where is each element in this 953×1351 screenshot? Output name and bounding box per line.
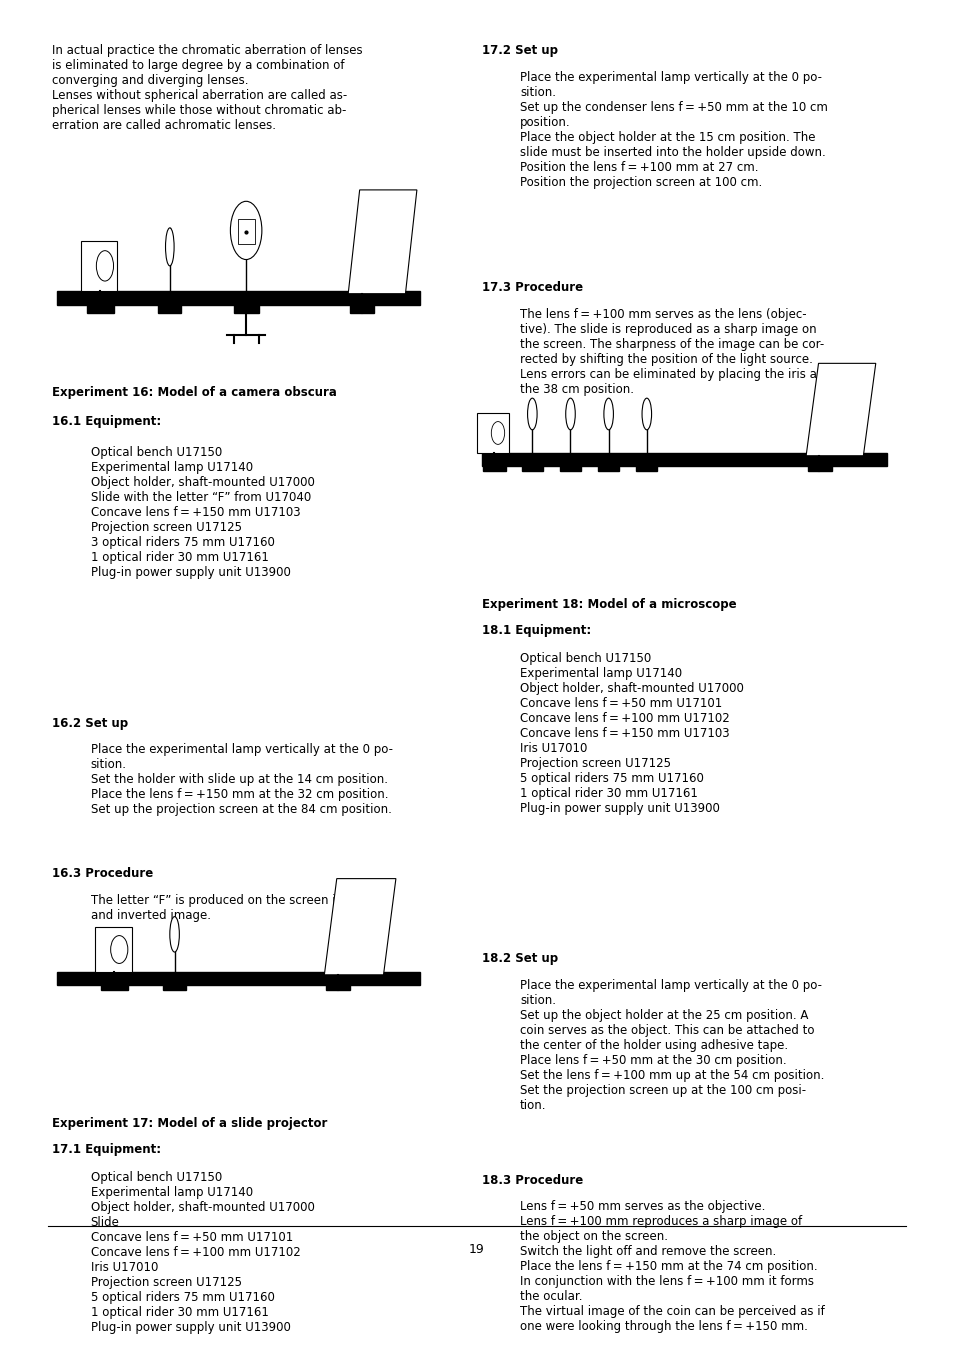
Bar	[521, 458, 542, 471]
Text: 17.3 Procedure: 17.3 Procedure	[481, 281, 582, 295]
Ellipse shape	[565, 399, 575, 430]
Ellipse shape	[641, 399, 651, 430]
Text: Experiment 16: Model of a camera obscura: Experiment 16: Model of a camera obscura	[52, 386, 337, 399]
Text: 16.3 Procedure: 16.3 Procedure	[52, 867, 153, 881]
Ellipse shape	[170, 916, 179, 952]
Ellipse shape	[527, 399, 537, 430]
Bar	[326, 977, 350, 990]
Text: 16.2 Set up: 16.2 Set up	[52, 716, 129, 730]
Bar	[87, 297, 113, 312]
Polygon shape	[348, 190, 416, 293]
Text: 18.1 Equipment:: 18.1 Equipment:	[481, 624, 591, 638]
Text: 18.2 Set up: 18.2 Set up	[481, 952, 558, 965]
Ellipse shape	[96, 251, 113, 281]
Bar	[481, 453, 886, 466]
Text: Place the experimental lamp vertically at the 0 po-
sition.
Set the holder with : Place the experimental lamp vertically a…	[91, 743, 393, 816]
Text: Lens f = +50 mm serves as the objective.
Lens f = +100 mm reproduces a sharp ima: Lens f = +50 mm serves as the objective.…	[519, 1200, 823, 1333]
Text: 18.3 Procedure: 18.3 Procedure	[481, 1174, 582, 1186]
Bar	[101, 977, 128, 990]
Bar	[163, 977, 186, 990]
Bar	[559, 458, 580, 471]
Text: In actual practice the chromatic aberration of lenses
is eliminated to large deg: In actual practice the chromatic aberrat…	[52, 45, 363, 132]
Text: 19: 19	[469, 1243, 484, 1256]
Bar	[81, 240, 117, 292]
Text: The letter “F” is produced on the screen in a sharp
and inverted image.: The letter “F” is produced on the screen…	[91, 894, 391, 921]
Ellipse shape	[230, 201, 262, 259]
Bar	[57, 973, 419, 985]
Bar	[476, 412, 509, 453]
Ellipse shape	[111, 936, 128, 963]
Bar	[482, 458, 505, 471]
Text: Optical bench U17150
Experimental lamp U17140
Object holder, shaft-mounted U1700: Optical bench U17150 Experimental lamp U…	[91, 446, 314, 578]
Text: Optical bench U17150
Experimental lamp U17140
Object holder, shaft-mounted U1700: Optical bench U17150 Experimental lamp U…	[519, 653, 743, 815]
Text: Experiment 17: Model of a slide projector: Experiment 17: Model of a slide projecto…	[52, 1117, 328, 1129]
Text: The lens f = +100 mm serves as the lens (objec-
tive). The slide is reproduced a: The lens f = +100 mm serves as the lens …	[519, 308, 823, 396]
Bar	[158, 297, 181, 312]
Text: 16.1 Equipment:: 16.1 Equipment:	[52, 415, 162, 428]
Polygon shape	[324, 878, 395, 975]
Ellipse shape	[603, 399, 613, 430]
Text: 17.1 Equipment:: 17.1 Equipment:	[52, 1143, 161, 1156]
Ellipse shape	[166, 228, 173, 266]
Bar	[237, 219, 254, 245]
Text: 17.2 Set up: 17.2 Set up	[481, 45, 558, 57]
Text: Optical bench U17150
Experimental lamp U17140
Object holder, shaft-mounted U1700: Optical bench U17150 Experimental lamp U…	[91, 1171, 314, 1333]
Bar	[95, 927, 132, 973]
Text: Place the experimental lamp vertically at the 0 po-
sition.
Set up the condenser: Place the experimental lamp vertically a…	[519, 70, 827, 189]
Text: Experiment 18: Model of a microscope: Experiment 18: Model of a microscope	[481, 597, 736, 611]
Bar	[807, 458, 831, 471]
Bar	[636, 458, 657, 471]
Ellipse shape	[491, 422, 504, 444]
Bar	[350, 297, 374, 312]
Polygon shape	[805, 363, 875, 455]
Text: Place the experimental lamp vertically at the 0 po-
sition.
Set up the object ho: Place the experimental lamp vertically a…	[519, 978, 823, 1112]
Bar	[233, 297, 258, 312]
Bar	[598, 458, 618, 471]
Bar	[57, 292, 419, 305]
